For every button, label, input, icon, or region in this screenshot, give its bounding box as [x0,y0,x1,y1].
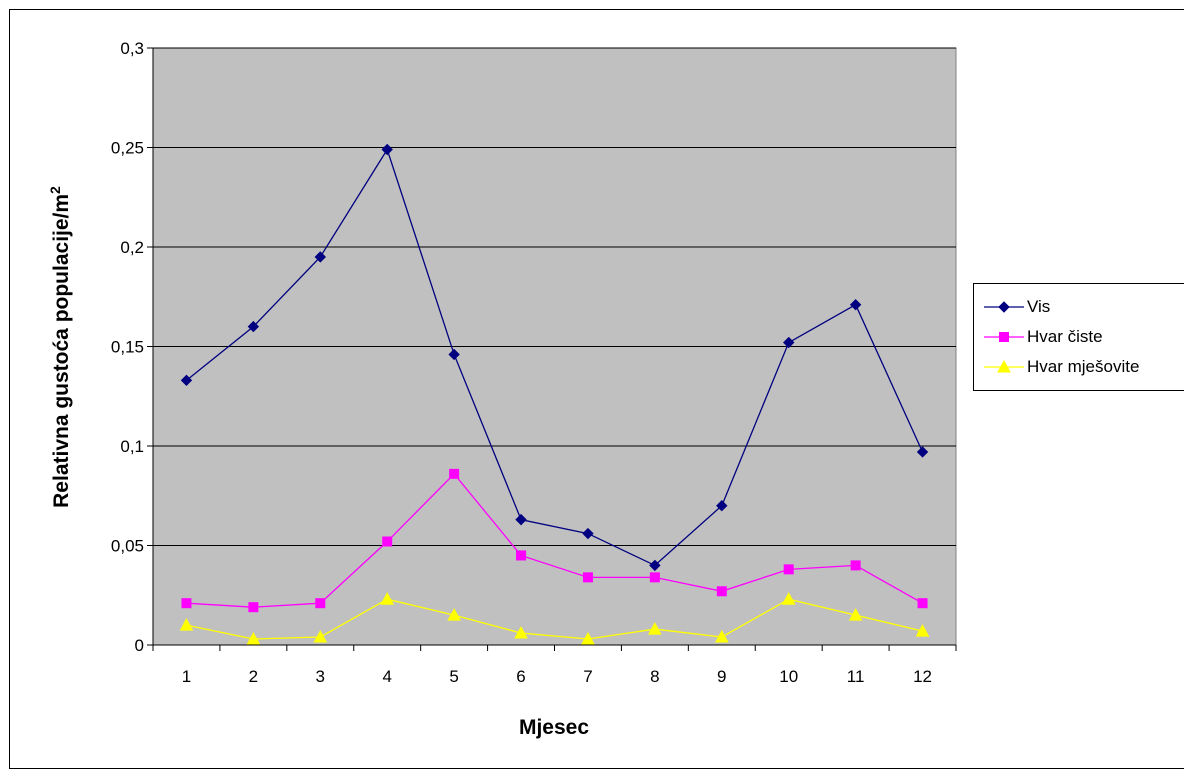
series-2-point [514,626,528,639]
series-2-point [581,631,595,645]
series-2-point [848,608,863,621]
series-1-point [649,572,660,583]
series-2-point [648,622,662,635]
series-2-point [781,592,796,605]
series-1-point [783,564,794,575]
y-tick-label: 0,2 [120,238,144,257]
series-0-point [180,374,193,387]
y-tick-label: 0,05 [111,537,144,556]
series-1-point [917,598,928,609]
x-tick-label: 6 [516,667,525,686]
y-axis-title: Relativna gustoća populacije/m2 [47,186,73,508]
series-2-point [447,608,461,621]
series-2-point [246,631,261,645]
y-axis-title-superscript: 2 [47,186,63,194]
legend-label-hvar-ciste: Hvar čiste [1027,327,1103,346]
x-tick-label: 7 [583,667,592,686]
series-0-point [381,143,393,156]
series-2-point [313,629,328,643]
legend-swatch-vis [984,301,1024,313]
series-2-point [179,618,194,631]
series-2-point [714,629,729,643]
y-tick-label: 0,25 [111,139,144,158]
x-tick-label: 1 [182,667,191,686]
y-tick-label: 0,1 [120,437,144,456]
series-1-point [315,598,326,609]
legend-swatch-hvar-mjesovite [984,359,1024,373]
series-0-point [716,499,728,512]
series-1-point [716,586,727,597]
x-tick-label: 4 [382,667,391,686]
y-tick-label: 0,15 [111,338,144,357]
series-2-point [915,624,930,637]
series-1-point [516,550,527,561]
series-0-point [247,320,260,333]
x-axis-title: Mjesec [519,716,589,739]
legend-label-vis: Vis [1027,297,1051,316]
y-axis-title-text: Relativna gustoća populacije/m [50,194,73,508]
series-0-point [916,446,929,458]
legend-marker [998,301,1010,313]
series-1-point [181,598,192,609]
series-line-1 [186,472,923,608]
series-1-point [850,560,861,571]
series-2-point [380,592,395,605]
x-tick-label: 9 [717,667,726,686]
y-tick-label: 0,3 [120,39,144,58]
series-0-point [448,348,460,361]
legend-item-hvar-mjesovite: Hvar mješovite [984,354,1139,380]
x-tick-label: 8 [650,667,659,686]
y-tick-label: 0 [135,636,144,655]
legend-item-vis: Vis [984,294,1050,320]
x-tick-label: 3 [316,667,325,686]
legend-swatch-hvar-ciste [984,332,1024,342]
series-1-point [382,536,393,547]
series-0-point [783,336,795,349]
x-tick-label: 11 [847,667,865,686]
x-tick-label: 10 [779,667,798,686]
series-0-point [515,513,527,526]
series-0-point [314,251,326,263]
series-line-0 [186,147,924,567]
x-tick-label: 12 [913,667,932,686]
series-1-point [449,468,460,479]
series-1-point [248,602,259,613]
series-0-point [582,527,594,540]
legend-item-hvar-ciste: Hvar čiste [984,324,1103,350]
series-line-2 [186,598,923,640]
series-0-point [649,559,661,572]
legend-label-hvar-mjesovite: Hvar mješovite [1027,357,1140,376]
series-1-point [582,572,593,583]
series-0-point [849,299,862,311]
x-tick-label: 2 [249,667,258,686]
legend: Vis Hvar čiste Hvar mješovite [973,283,1184,391]
legend-marker [999,332,1009,342]
x-tick-label: 5 [449,667,458,686]
legend-marker [997,359,1011,373]
